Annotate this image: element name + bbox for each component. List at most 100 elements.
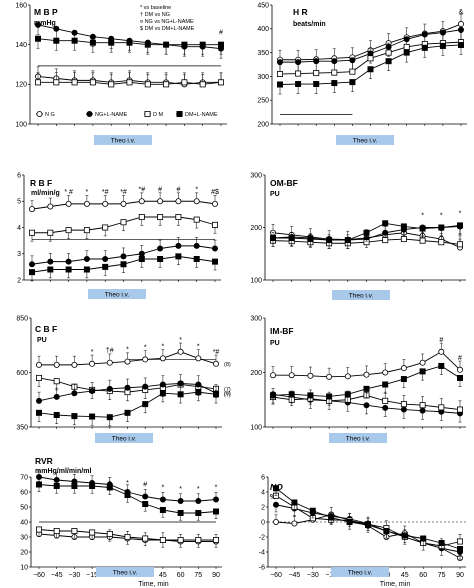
data-point <box>181 41 188 48</box>
data-point <box>163 41 170 48</box>
data-point <box>195 497 202 504</box>
significance-mark: * <box>73 480 76 487</box>
data-point <box>47 203 54 210</box>
data-point <box>47 266 54 273</box>
data-point <box>28 229 35 236</box>
panel-unit: beats/min <box>293 21 326 28</box>
data-point <box>212 391 219 398</box>
data-point <box>159 496 166 503</box>
y-tick-label: 4 <box>261 489 265 496</box>
data-point <box>400 223 407 230</box>
legend-label: N G <box>45 112 55 118</box>
data-point <box>53 393 60 400</box>
data-point <box>382 220 389 227</box>
data-point <box>272 501 279 508</box>
theo-label: Theo i.v. <box>346 435 371 442</box>
data-point <box>313 70 320 77</box>
data-point <box>83 255 90 262</box>
y-tick-label: 300 <box>257 74 269 81</box>
x-tick-label: −30 <box>307 572 319 579</box>
data-point <box>307 236 314 243</box>
data-point <box>28 206 35 213</box>
data-point <box>138 255 145 262</box>
data-point <box>89 33 96 40</box>
significance-mark: # <box>176 186 180 193</box>
data-point <box>291 520 298 527</box>
data-point <box>276 81 283 88</box>
data-point <box>309 507 316 514</box>
data-point <box>439 42 446 49</box>
data-point <box>193 242 200 249</box>
panel-title: M B P <box>34 7 58 17</box>
data-point <box>349 68 356 75</box>
significance-mark: * <box>215 485 218 492</box>
significance-mark: # <box>158 186 162 193</box>
significance-mark: *# <box>102 189 109 196</box>
significance-mark: * <box>162 343 165 350</box>
data-point <box>326 237 333 244</box>
y-tick-label: 40 <box>20 519 28 526</box>
data-point <box>382 397 389 404</box>
series-dm-l-name <box>36 389 219 427</box>
x-axis-label: Time, min <box>138 581 169 588</box>
legend-note-line: * vs baseline <box>140 5 171 11</box>
data-point <box>438 362 445 369</box>
data-point <box>193 255 200 262</box>
y-tick-label: 450 <box>257 2 269 9</box>
data-point <box>53 482 60 489</box>
data-point <box>175 198 182 205</box>
data-point <box>36 409 43 416</box>
y-tick-label: -2 <box>259 534 265 541</box>
legend-label: DM+L-NAME <box>185 112 218 118</box>
y-tick-label: 5 <box>17 199 21 206</box>
data-point <box>195 355 202 362</box>
data-point <box>199 81 206 88</box>
data-point <box>456 546 463 553</box>
significance-mark: # <box>219 30 223 37</box>
panel-no: -6-4-20246−60−45−30−150153045607590Time,… <box>259 474 466 588</box>
data-point <box>120 253 127 260</box>
data-point <box>157 213 164 220</box>
legend-note-line: $ DM vs DM+L-NAME <box>140 26 195 32</box>
panel-title: IM-BF <box>270 326 294 336</box>
data-point <box>144 81 151 88</box>
y-tick-label: 140 <box>15 42 27 49</box>
y-tick-label: 300 <box>250 172 262 179</box>
significance-mark: * <box>38 480 41 487</box>
data-point <box>53 79 60 86</box>
data-point <box>157 245 164 252</box>
y-tick-label: 100 <box>15 121 27 128</box>
y-tick-label: 120 <box>15 82 27 89</box>
data-point <box>124 534 131 541</box>
data-point <box>326 393 333 400</box>
data-point <box>71 390 78 397</box>
y-tick-label: 160 <box>15 2 27 9</box>
x-axis-label: Time, min <box>380 581 411 588</box>
data-point <box>211 258 218 265</box>
x-tick-label: 90 <box>212 572 220 579</box>
significance-mark: *# <box>138 186 145 193</box>
x-tick-label: 60 <box>419 572 427 579</box>
data-point <box>307 392 314 399</box>
x-tick-label: 45 <box>401 572 409 579</box>
data-point <box>195 537 202 544</box>
data-point <box>89 39 96 46</box>
series-d-m <box>28 213 218 242</box>
data-point <box>419 368 426 375</box>
data-point <box>157 255 164 262</box>
significance-mark: * <box>179 337 182 344</box>
data-point <box>142 383 149 390</box>
y-tick-label: -6 <box>259 564 265 571</box>
significance-mark: # <box>439 337 443 344</box>
data-point <box>212 537 219 544</box>
x-tick-label: 45 <box>159 572 167 579</box>
y-tick-label: 30 <box>20 534 28 541</box>
data-point <box>65 266 72 273</box>
data-point <box>217 41 224 48</box>
data-point <box>35 21 42 28</box>
series-dm-l-name <box>269 220 463 249</box>
data-point <box>326 373 333 380</box>
data-point <box>456 406 463 413</box>
n-label: (8) <box>224 362 231 368</box>
significance-mark: * <box>126 347 129 354</box>
